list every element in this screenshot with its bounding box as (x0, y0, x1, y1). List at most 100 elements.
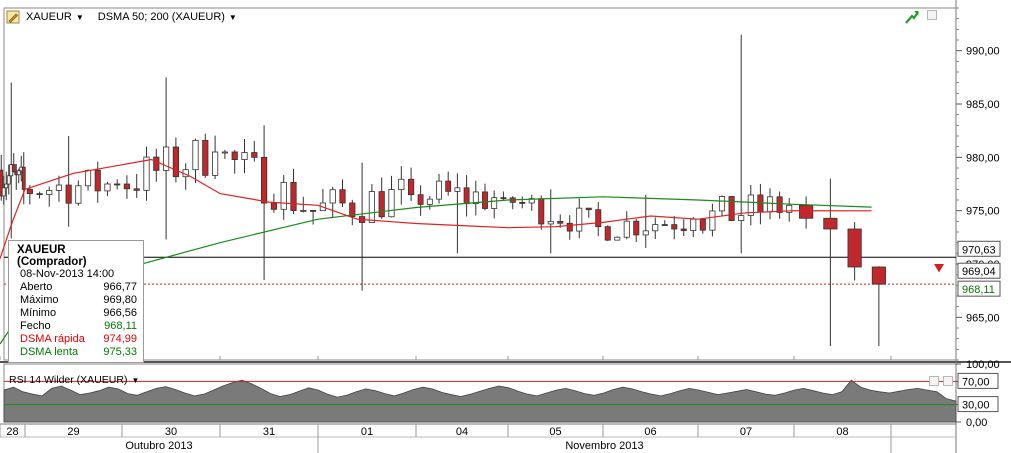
candle-body (310, 209, 317, 212)
candle-body (221, 151, 228, 154)
info-label: Fecho (20, 320, 51, 332)
x-month-label: Novembro 2013 (565, 440, 643, 452)
y-tick-label: 990,00 (966, 46, 1000, 58)
candle-body (163, 146, 170, 171)
info-datetime-row: 08-Nov-2013 14:00 (17, 268, 137, 281)
candle-body (623, 220, 630, 238)
candle-body (94, 169, 101, 192)
candle-body (329, 189, 336, 204)
info-label: Aberto (20, 281, 53, 293)
pencil-icon[interactable] (6, 10, 20, 24)
info-label: DSMA lenta (20, 346, 79, 358)
candle-body (212, 151, 219, 176)
candle-body (436, 180, 442, 200)
info-label: Máximo (20, 294, 59, 306)
candle-body (699, 218, 706, 231)
candle-body (738, 215, 745, 222)
trend-arrow-icon[interactable] (905, 10, 919, 24)
chart-window-controls (905, 10, 937, 24)
x-tick-label: 30 (165, 426, 177, 438)
info-value: 969,80 (103, 294, 137, 306)
candle-body (585, 207, 592, 211)
candle-body (604, 226, 611, 241)
info-title: XAUEUR (Comprador) (17, 244, 87, 268)
info-datetime: 08-Nov-2013 14:00 (20, 268, 115, 280)
candle-body (557, 220, 564, 224)
x-tick-label: 01 (361, 426, 373, 438)
candle-body (261, 156, 268, 204)
candle-body (75, 185, 82, 204)
candle-body (133, 188, 140, 191)
candle-body (251, 152, 258, 158)
chevron-down-icon: ▼ (131, 375, 140, 385)
indicator-selector[interactable]: DSMA 50; 200 (XAUEUR) ▼ (98, 11, 237, 23)
x-tick-label: 31 (263, 426, 275, 438)
candle-body (172, 146, 179, 178)
restore-icon[interactable] (927, 10, 937, 20)
candle-body (46, 190, 53, 195)
candle-body (614, 236, 621, 241)
candle-body (652, 224, 659, 232)
chevron-down-icon: ▼ (75, 12, 84, 22)
candle-body (786, 204, 793, 213)
candle-body (642, 230, 649, 236)
y-tick-label: 985,00 (966, 99, 1000, 111)
chevron-down-icon: ▼ (228, 12, 237, 22)
candle-body (747, 194, 754, 216)
info-row: Fecho 968,11 (17, 320, 137, 333)
info-value: 966,77 (103, 281, 137, 293)
candle-body (661, 224, 668, 226)
rsi-y-tick-label: 100,00 (966, 359, 1000, 371)
x-tick-label: 29 (67, 426, 79, 438)
candle-body (84, 169, 92, 187)
candle-body (65, 184, 72, 204)
candle-body (491, 197, 498, 209)
candle-body (55, 184, 63, 191)
candle-body (280, 181, 287, 210)
candle-body (11, 164, 16, 173)
info-value: 975,33 (103, 346, 137, 358)
candle-body (680, 228, 687, 232)
candle-body (426, 198, 433, 205)
close-icon[interactable] (943, 376, 953, 386)
candle-body (36, 193, 43, 195)
price-label: 969,04 (962, 266, 996, 278)
candle-body (728, 196, 735, 222)
candle-body (0, 169, 4, 197)
rsi-selector[interactable]: RSI 14 Wilder (XAUEUR) ▼ (9, 374, 139, 386)
price-label: 968,11 (962, 284, 995, 296)
candle-body (143, 156, 150, 191)
candle-body (595, 209, 602, 228)
candle-body (519, 201, 526, 204)
rsi-y-tick-label: 30,00 (962, 400, 990, 412)
rsi-area (3, 379, 957, 423)
dsma-fast-line (0, 158, 872, 259)
y-tick-label: 980,00 (966, 152, 1000, 164)
symbol-selector[interactable]: XAUEUR ▼ (26, 11, 84, 23)
candle-body (4, 183, 9, 189)
candle-body (871, 266, 886, 285)
price-pane-frame (3, 7, 957, 361)
rsi-window-controls (929, 376, 953, 386)
candle-body (231, 151, 238, 161)
info-row: DSMA rápida 974,99 (17, 333, 137, 346)
candle-body (718, 196, 726, 212)
info-rows: Aberto 966,77 Máximo 969,80 Mínimo 966,56 Fech… (17, 281, 137, 359)
candle-body (153, 156, 160, 171)
candle-body (766, 196, 774, 213)
candle-body (290, 181, 297, 211)
candle-body (192, 139, 199, 171)
candle-body (463, 187, 470, 205)
candle-body (270, 202, 277, 210)
candle-body (454, 187, 461, 192)
candle-body (114, 183, 121, 186)
candle-body (538, 198, 545, 225)
x-month-label: Outubro 2013 (125, 440, 192, 452)
minimize-icon[interactable] (929, 376, 939, 386)
candle-body (690, 218, 697, 232)
candle-body (241, 152, 248, 161)
candle-body (445, 180, 452, 192)
candle-body (417, 194, 424, 205)
rsi-y-tick-label: 0,00 (966, 417, 987, 429)
